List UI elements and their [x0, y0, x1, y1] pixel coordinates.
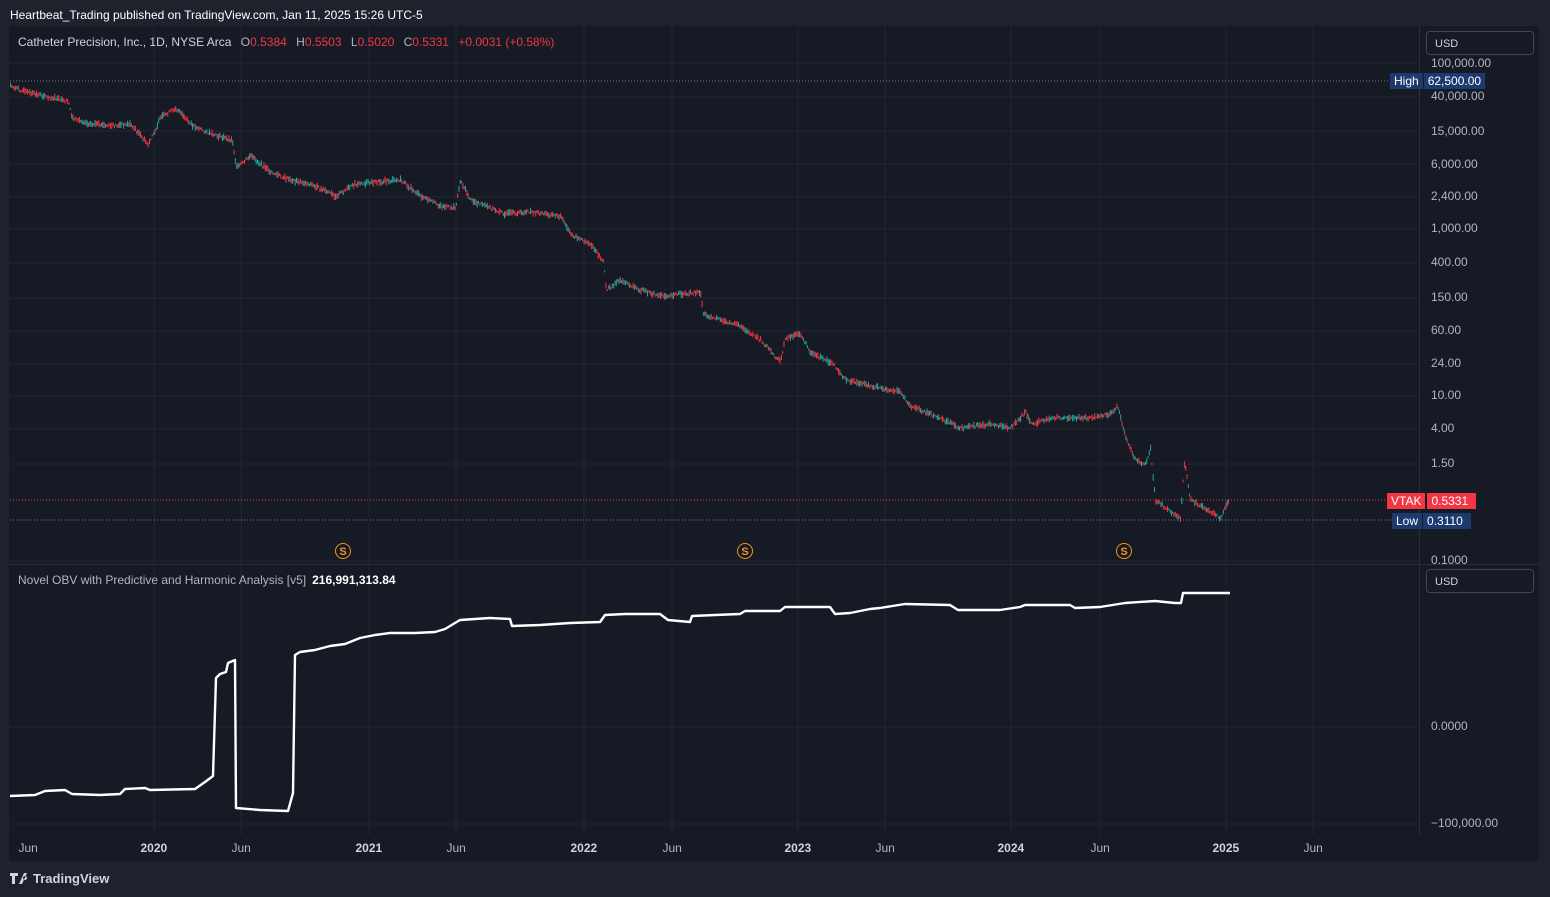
price-axis-label: 150.00 — [1431, 290, 1468, 304]
high-tag-value: 62,500.00 — [1423, 73, 1486, 89]
last-price-tag: VTAK 0.5331 — [1387, 493, 1477, 509]
low-tag: Low 0.3110 — [1392, 513, 1471, 529]
currency-selector-indicator[interactable]: USD — [1426, 569, 1534, 593]
tradingview-footer[interactable]: TradingView — [10, 871, 109, 886]
publish-info: Heartbeat_Trading published on TradingVi… — [10, 8, 423, 22]
ticker-tag-label: VTAK — [1387, 493, 1426, 509]
price-axis-label: 24.00 — [1431, 356, 1462, 370]
low-value: 0.5020 — [357, 35, 395, 49]
time-axis-label: Jun — [1090, 841, 1110, 855]
indicator-axis-label: −100,000.00 — [1431, 816, 1499, 830]
main-legend[interactable]: Catheter Precision, Inc., 1D, NYSE Arca … — [18, 35, 554, 49]
price-axis-label: 1,000.00 — [1431, 221, 1478, 235]
high-tag: High 62,500.00 — [1390, 73, 1486, 89]
symbol-description[interactable]: Catheter Precision, Inc., 1D, NYSE Arca — [18, 35, 232, 49]
price-axis-label: 40,000.00 — [1431, 89, 1485, 103]
time-axis-label: Jun — [446, 841, 466, 855]
high-label: H — [296, 35, 305, 49]
price-axis-label: 15,000.00 — [1431, 124, 1485, 138]
tradingview-logo-icon — [10, 873, 28, 884]
time-axis-label: 2023 — [784, 841, 812, 855]
currency-selector-main[interactable]: USD — [1426, 31, 1534, 55]
split-marker[interactable]: S — [1116, 543, 1132, 559]
open-value: 0.5384 — [250, 35, 287, 49]
price-axis-label: 4.00 — [1431, 421, 1455, 435]
open-label: O — [240, 35, 251, 49]
time-axis-label: 2020 — [140, 841, 168, 855]
split-marker[interactable]: S — [335, 543, 351, 559]
low-tag-label: Low — [1392, 513, 1423, 529]
price-axis-label: 60.00 — [1431, 323, 1462, 337]
time-axis-label: 2022 — [570, 841, 598, 855]
price-candles — [10, 82, 1230, 523]
close-value: 0.5331 — [412, 35, 449, 49]
time-axis-label: 2021 — [355, 841, 383, 855]
obv-line — [9, 591, 1230, 813]
price-axis-label: 6,000.00 — [1431, 157, 1478, 171]
time-axis-label: Jun — [875, 841, 895, 855]
footer-brand: TradingView — [33, 871, 110, 886]
low-label: L — [350, 35, 358, 49]
high-value: 0.5503 — [304, 35, 342, 49]
indicator-value: 216,991,313.84 — [312, 573, 396, 587]
last-price-value: 0.5331 — [1427, 493, 1477, 509]
price-axis-border — [1419, 26, 1420, 835]
low-tag-value: 0.3110 — [1423, 513, 1471, 529]
price-axis-label: 100,000.00 — [1431, 56, 1492, 70]
price-axis-label: 0.1000 — [1431, 553, 1468, 567]
time-axis-label: Jun — [18, 841, 38, 855]
close-label: C — [403, 35, 413, 49]
price-axis-label: 400.00 — [1431, 255, 1468, 269]
change-value: +0.0031 (+0.58%) — [458, 35, 555, 49]
time-axis-label: Jun — [1303, 841, 1323, 855]
split-marker[interactable]: S — [737, 543, 753, 559]
high-tag-label: High — [1390, 73, 1423, 89]
price-axis-label: 1.50 — [1431, 456, 1455, 470]
price-axis-label: 2,400.00 — [1431, 189, 1478, 203]
time-axis-label: 2024 — [997, 841, 1025, 855]
time-axis-label: Jun — [231, 841, 251, 855]
indicator-legend[interactable]: Novel OBV with Predictive and Harmonic A… — [18, 573, 396, 587]
indicator-axis-label: 0.0000 — [1431, 719, 1468, 733]
grid-lines — [10, 26, 1419, 835]
indicator-name[interactable]: Novel OBV with Predictive and Harmonic A… — [18, 573, 307, 587]
time-axis-label: 2025 — [1212, 841, 1240, 855]
pane-separator[interactable] — [9, 564, 1540, 565]
price-axis-label: 10.00 — [1431, 388, 1462, 402]
time-axis-label: Jun — [662, 841, 682, 855]
